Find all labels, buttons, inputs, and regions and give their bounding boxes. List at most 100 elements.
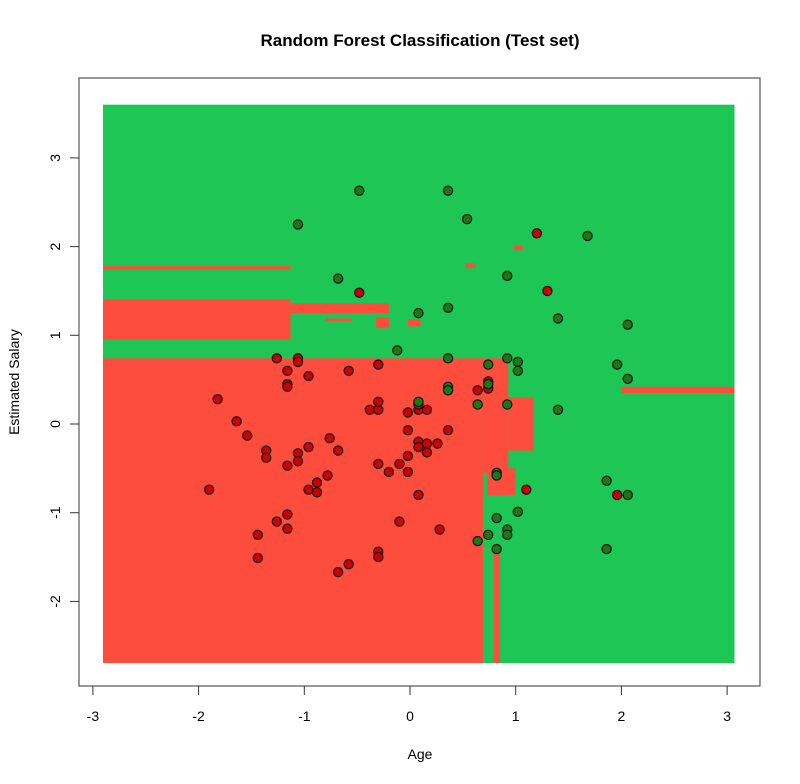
data-point-class-0 [343, 365, 354, 376]
data-point-class-0 [402, 407, 414, 418]
region-class-0 [376, 317, 389, 329]
region-class-0 [103, 266, 291, 270]
data-point-class-0 [282, 523, 293, 534]
data-point-class-0 [402, 425, 414, 436]
data-point-class-0 [332, 445, 344, 456]
data-point-class-1 [601, 475, 612, 486]
y-tick-label: 0 [47, 420, 63, 428]
data-point-class-1 [601, 543, 612, 555]
data-point-class-1 [483, 529, 494, 541]
data-point-class-1 [442, 302, 454, 314]
region-class-0 [464, 263, 476, 268]
data-point-class-0 [383, 466, 395, 478]
data-point-class-0 [542, 285, 553, 297]
data-point-class-0 [303, 484, 314, 495]
data-point-class-0 [364, 404, 376, 416]
data-point-class-1 [292, 219, 304, 230]
data-point-class-0 [432, 438, 443, 449]
data-point-class-0 [252, 552, 263, 564]
data-point-class-0 [373, 551, 384, 563]
y-tick-label: -2 [47, 595, 63, 608]
data-point-class-1 [512, 365, 524, 376]
data-point-class-0 [324, 432, 335, 444]
data-point-class-1 [512, 506, 524, 518]
data-point-class-0 [322, 470, 333, 481]
x-tick-label: 2 [618, 708, 626, 724]
x-tick-label: 0 [406, 708, 414, 724]
x-tick-label: 3 [723, 708, 731, 724]
data-point-class-1 [491, 543, 502, 555]
data-point-class-1 [611, 359, 623, 370]
data-point-class-1 [552, 404, 564, 416]
data-point-class-0 [203, 484, 215, 495]
data-point-class-1 [622, 489, 633, 501]
data-point-class-1 [552, 313, 564, 324]
x-tick-label: -3 [87, 708, 100, 724]
region-class-0 [407, 319, 421, 327]
data-point-class-0 [413, 489, 424, 501]
data-point-class-0 [252, 529, 263, 541]
data-point-class-0 [373, 359, 384, 370]
data-point-class-1 [442, 385, 454, 396]
data-point-class-1 [582, 230, 593, 242]
data-point-class-0 [531, 228, 543, 239]
x-axis: -3 -2 -1 0 1 2 3 [87, 685, 731, 724]
region-class-0 [325, 318, 352, 322]
chart-title: Random Forest Classification (Test set) [260, 31, 580, 50]
data-point-class-0 [282, 509, 293, 520]
region-class-0 [290, 375, 432, 389]
data-point-class-0 [394, 516, 405, 527]
region-class-0 [103, 358, 483, 663]
x-axis-label: Age [407, 746, 433, 762]
data-point-class-1 [461, 213, 473, 225]
y-axis: -2 -1 0 1 2 3 [47, 154, 80, 608]
data-point-class-1 [332, 273, 344, 284]
data-point-class-0 [271, 353, 283, 364]
data-point-class-0 [261, 452, 272, 463]
data-point-class-0 [402, 450, 414, 462]
data-point-class-0 [611, 489, 623, 501]
data-point-class-0 [394, 458, 405, 470]
data-point-class-0 [292, 356, 304, 368]
data-point-class-1 [413, 307, 424, 319]
region-class-0 [493, 552, 500, 663]
region-class-0 [482, 358, 509, 473]
data-point-class-0 [354, 287, 365, 298]
y-tick-label: 1 [47, 331, 63, 339]
data-point-class-1 [354, 185, 365, 196]
y-tick-label: -1 [47, 506, 63, 519]
decision-regions [103, 104, 735, 664]
region-class-0 [103, 298, 291, 340]
data-point-class-0 [311, 487, 323, 498]
x-tick-label: -1 [298, 708, 311, 724]
region-class-0 [513, 245, 524, 251]
data-point-class-0 [373, 396, 384, 408]
data-point-class-0 [311, 477, 323, 488]
data-point-class-1 [502, 399, 513, 410]
data-point-class-0 [303, 441, 314, 453]
data-point-class-1 [491, 512, 502, 524]
data-point-class-0 [212, 393, 223, 405]
region-class-0 [290, 303, 389, 314]
data-point-class-0 [332, 566, 344, 578]
data-point-class-1 [622, 319, 633, 330]
data-point-class-1 [392, 345, 403, 356]
x-tick-label: 1 [512, 708, 520, 724]
data-point-class-0 [373, 458, 384, 470]
data-point-class-1 [442, 353, 454, 364]
data-point-class-1 [413, 396, 424, 408]
data-point-class-1 [502, 529, 513, 541]
data-point-class-0 [521, 484, 532, 495]
data-point-class-1 [622, 373, 633, 384]
data-point-class-0 [303, 370, 314, 382]
data-point-class-0 [282, 460, 293, 471]
data-point-class-0 [434, 524, 445, 535]
data-point-class-1 [472, 535, 483, 547]
y-tick-label: 3 [47, 154, 63, 162]
data-point-class-0 [292, 456, 304, 467]
data-point-class-1 [502, 353, 513, 364]
y-tick-label: 2 [47, 242, 63, 250]
data-point-class-0 [413, 441, 424, 453]
data-point-class-0 [271, 516, 283, 527]
